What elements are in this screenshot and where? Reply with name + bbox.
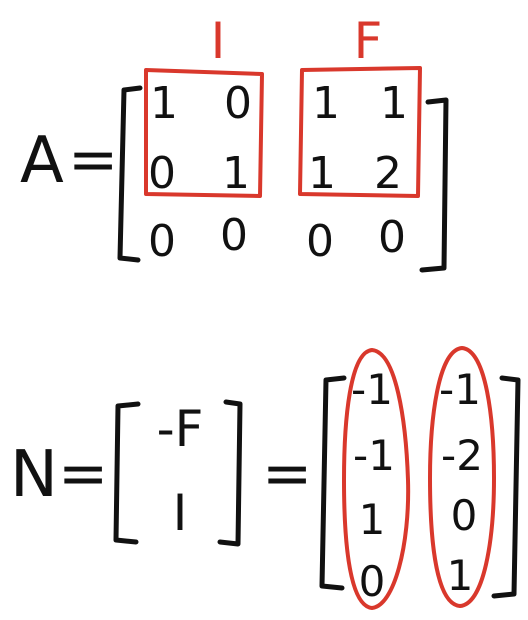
equals-sign-a: =: [68, 125, 118, 195]
matrix-a-r1c1: 1: [150, 78, 178, 129]
matrix-n-r1c2: -1: [439, 365, 481, 414]
equals-sign-n: =: [58, 439, 108, 509]
matrix-a-left-bracket: [117, 85, 143, 263]
block-right-bracket: [217, 399, 243, 547]
matrix-a-r2c3: 1: [308, 148, 336, 199]
block-top-entry: -F: [157, 400, 204, 458]
matrix-a-r2c1: 0: [148, 148, 176, 199]
free-label: F: [354, 12, 383, 70]
matrix-n-r1c1: -1: [351, 365, 393, 414]
matrix-a-name: A: [20, 124, 64, 198]
matrix-a-r2c2: 1: [222, 148, 250, 199]
identity-block-highlight: [144, 68, 264, 198]
matrix-n-r3c1: 1: [359, 495, 386, 544]
matrix-a-r3c1: 0: [148, 216, 176, 267]
column-2-highlight: [428, 346, 496, 608]
matrix-a-r3c2: 0: [220, 210, 248, 261]
matrix-n-r2c1: -1: [353, 431, 395, 480]
matrix-a-r3c4: 0: [378, 212, 406, 263]
block-bottom-entry: I: [173, 484, 188, 542]
matrix-n-right-bracket: [491, 375, 521, 599]
matrix-n-r4c2: 1: [447, 551, 474, 600]
matrix-a-r1c2: 0: [224, 78, 252, 129]
free-block-highlight: [298, 66, 422, 198]
matrix-a-r1c4: 1: [380, 78, 408, 129]
column-1-highlight: [342, 348, 411, 610]
identity-label: I: [211, 12, 226, 70]
equals-sign-n2: =: [262, 439, 312, 509]
matrix-a-right-bracket: [419, 97, 449, 273]
matrix-a-r1c3: 1: [312, 78, 340, 129]
matrix-a-r2c4: 2: [374, 148, 402, 199]
matrix-n-name: N: [10, 438, 58, 512]
matrix-a-r3c3: 0: [306, 216, 334, 267]
matrix-n-left-bracket: [319, 375, 347, 591]
matrix-n-r2c2: -2: [441, 431, 483, 480]
block-left-bracket: [113, 401, 141, 545]
matrix-n-r4c1: 0: [359, 557, 386, 606]
matrix-n-r3c2: 0: [451, 491, 478, 540]
